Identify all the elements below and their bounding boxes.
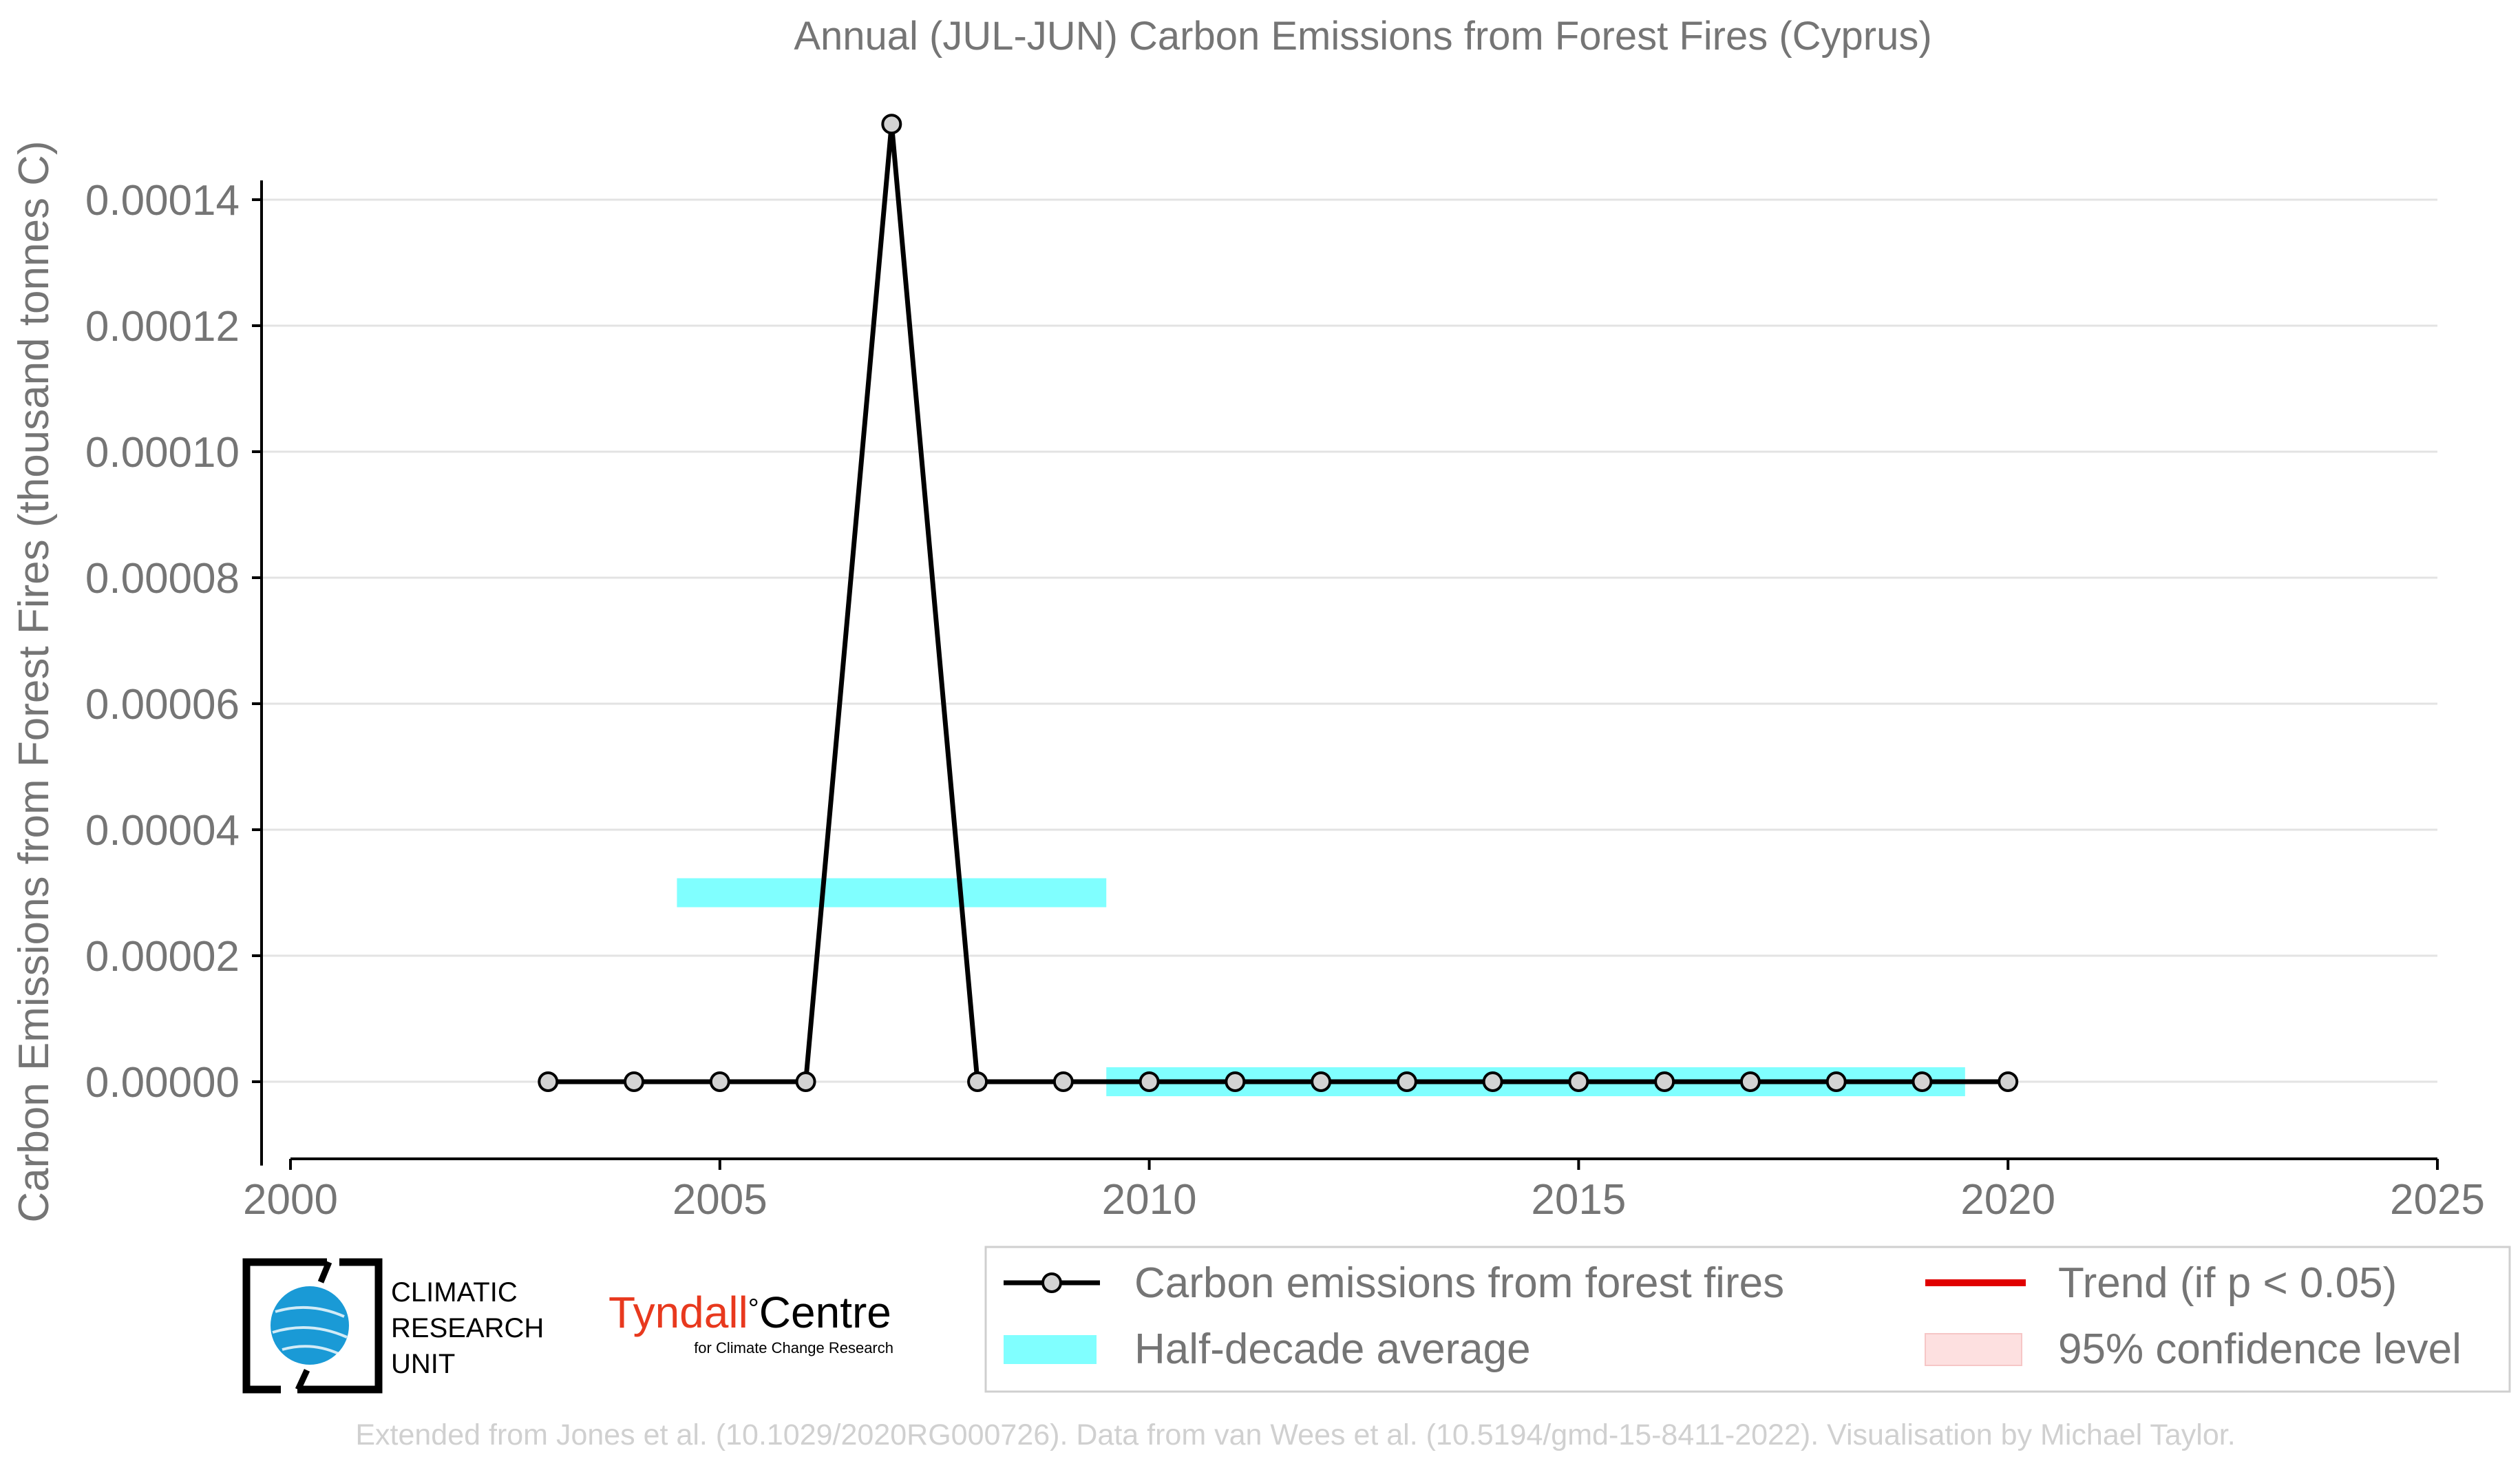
x-tick-label: 2010 [1102,1176,1197,1224]
x-tick-label: 2020 [1960,1176,2055,1224]
y-tick-label: 0.00000 [85,1059,240,1107]
chart-title: Annual (JUL-JUN) Carbon Emissions from F… [794,14,1931,59]
legend-half-decade-label: Half-decade average [1134,1325,1531,1373]
legend-item-confidence: 95% confidence level [1925,1325,2461,1373]
emissions-point [1739,1071,1761,1092]
legend-confidence-swatch [1925,1333,2022,1366]
y-tick-label: 0.00014 [85,177,240,224]
tyndall-centre-logo: Tyndall°Centre for Climate Change Resear… [608,1288,893,1356]
legend-emissions-label: Carbon emissions from forest fires [1134,1259,1784,1307]
half-decade-average-bar [677,878,1107,908]
legend-item-half-decade: Half-decade average [1004,1325,1531,1373]
y-tick-label: 0.00006 [85,681,240,728]
legend-trend-label: Trend (if p < 0.05) [2058,1259,2397,1307]
emissions-point [1482,1071,1503,1092]
emissions-point [1568,1071,1589,1092]
half-decade-average-bands [677,878,1965,1097]
y-tick-label: 0.00008 [85,555,240,602]
cru-logo-text-line-3: UNIT [391,1349,455,1379]
emissions-point [538,1071,559,1092]
emissions-point [1052,1071,1074,1092]
legend-confidence-label: 95% confidence level [2058,1325,2461,1373]
emissions-point [1654,1071,1675,1092]
x-tick-label: 2005 [673,1176,767,1224]
emissions-point [967,1071,988,1092]
x-tick-label: 2025 [2390,1176,2485,1224]
y-ticks: 0.00000 0.00002 0.00004 0.00006 0.00008 0.000… [85,177,262,1107]
svg-text:Tyndall°Centre: Tyndall°Centre [608,1288,891,1337]
emissions-point [1998,1071,2019,1092]
y-tick-label: 0.00010 [85,429,240,476]
axes [260,180,2437,1166]
legend-item-trend: Trend (if p < 0.05) [1925,1259,2397,1307]
y-tick-label: 0.00004 [85,807,240,854]
climatic-research-unit-logo: CLIMATIC RESEARCH UNIT [242,1258,544,1394]
x-tick-label: 2000 [243,1176,338,1224]
y-tick-label: 0.00012 [85,303,240,350]
emissions-point [1139,1071,1160,1092]
legend-item-emissions: Carbon emissions from forest fires [1004,1259,1784,1307]
emissions-point [709,1071,730,1092]
emissions-point [1825,1071,1847,1092]
cru-logo-text-line-1: CLIMATIC [391,1277,518,1308]
tyndall-subtitle: for Climate Change Research [694,1339,893,1356]
emissions-point [1396,1071,1417,1092]
legend-emissions-swatch-marker [1041,1272,1062,1293]
tyndall-name: Tyndall [608,1288,748,1337]
tyndall-centre: Centre [759,1288,891,1337]
x-ticks: 2000 2005 2010 2015 2020 2025 [243,1159,2485,1224]
tyndall-degree: ° [748,1294,759,1324]
y-tick-label: 0.00002 [85,933,240,981]
emissions-point [881,114,902,135]
emissions-point [1311,1071,1332,1092]
series-layer [538,114,2019,1092]
emissions-point [1225,1071,1246,1092]
emissions-point [795,1071,816,1092]
emissions-point [624,1071,645,1092]
y-axis-label: Carbon Emissions from Forest Fires (thou… [10,140,58,1222]
legend-half-decade-swatch [1004,1335,1097,1364]
legend-frame [984,1246,2511,1393]
legend: Carbon emissions from forest fires Trend… [984,1246,2511,1393]
gridlines [262,198,2437,1083]
cru-logo-text-line-2: RESEARCH [391,1313,544,1343]
emissions-point [1912,1071,1933,1092]
credit-line: Extended from Jones et al. (10.1029/2020… [355,1418,2235,1451]
emissions-line [548,123,2009,1084]
x-tick-label: 2015 [1531,1176,1626,1224]
